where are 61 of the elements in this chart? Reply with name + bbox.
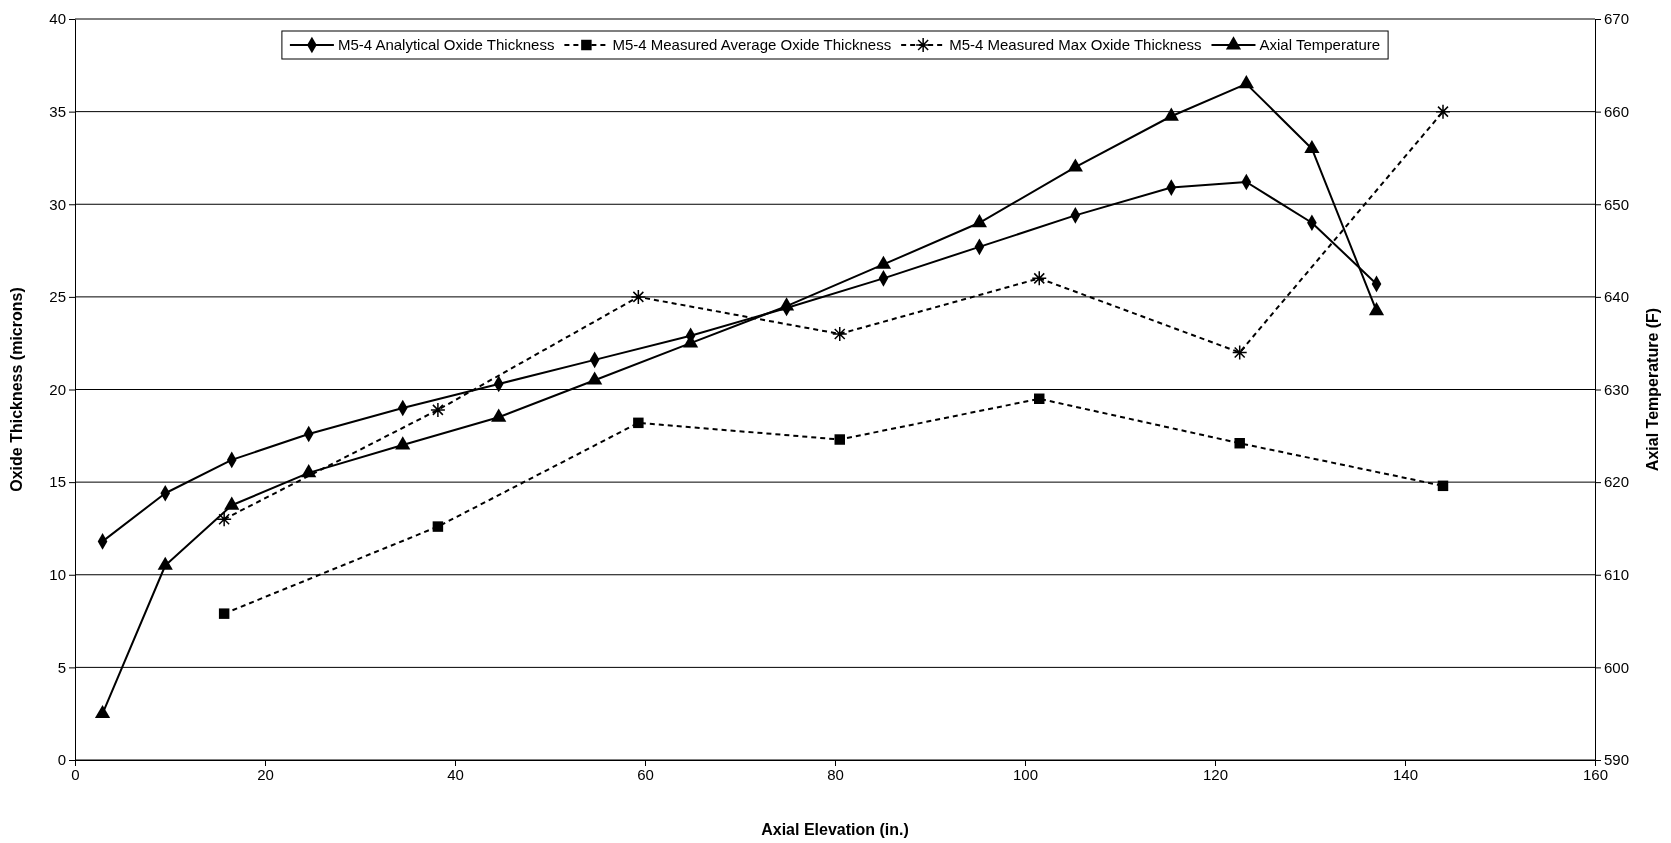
x-tick-label: 40	[447, 765, 464, 783]
legend-label: M5-4 Measured Max Oxide Thickness	[949, 36, 1202, 53]
y-tick-label: 15	[49, 473, 66, 491]
x-tick-label: 140	[1392, 765, 1419, 783]
x-tick-label: 80	[827, 765, 844, 783]
x-tick-label: 20	[257, 765, 274, 783]
legend-label: M5-4 Measured Average Oxide Thickness	[612, 36, 892, 53]
point	[157, 556, 173, 570]
y2-tick-label: 600	[1604, 658, 1630, 676]
y2-tick-label: 620	[1604, 473, 1630, 491]
point	[491, 408, 507, 422]
point	[875, 255, 892, 269]
x-tick-label: 0	[71, 765, 80, 783]
point	[1368, 301, 1385, 316]
y-tick-label: 25	[49, 288, 66, 306]
point	[630, 289, 647, 305]
point	[218, 608, 230, 619]
point	[430, 402, 446, 418]
point	[1234, 437, 1245, 449]
point	[778, 297, 795, 311]
point	[1304, 139, 1320, 154]
y2-tick-label: 650	[1604, 195, 1630, 213]
point	[1031, 270, 1047, 287]
y2-axis-title: Axial Temperature (F)	[1644, 307, 1661, 472]
y2-tick-label: 640	[1604, 288, 1630, 306]
point	[224, 496, 240, 510]
y-tick-label: 0	[57, 751, 66, 769]
y2-tick-label: 670	[1604, 10, 1630, 28]
x-axis-title: Axial Elevation (in.)	[761, 821, 909, 838]
point	[1435, 103, 1451, 120]
y2-tick-label: 610	[1604, 566, 1630, 584]
y-tick-label: 5	[57, 658, 66, 676]
point	[1238, 75, 1254, 89]
y-tick-label: 10	[49, 566, 66, 584]
point	[971, 214, 987, 228]
point	[432, 521, 444, 532]
y-tick-label: 20	[49, 380, 66, 398]
point	[633, 417, 644, 429]
point	[94, 704, 111, 719]
point	[1437, 480, 1449, 492]
legend-label: M5-4 Analytical Oxide Thickness	[337, 36, 555, 53]
point	[1163, 107, 1179, 121]
point	[587, 371, 603, 385]
y-tick-label: 30	[49, 195, 66, 213]
y-tick-label: 40	[49, 10, 66, 28]
x-tick-label: 120	[1202, 765, 1229, 783]
point	[832, 326, 848, 342]
y-axis-title: Oxide Thickness (microns)	[8, 287, 25, 492]
point	[1231, 344, 1248, 361]
y-tick-label: 35	[49, 102, 66, 120]
y2-tick-label: 660	[1604, 102, 1630, 120]
x-tick-label: 60	[637, 765, 654, 783]
point	[1034, 393, 1045, 405]
point	[216, 511, 232, 527]
point	[834, 434, 845, 445]
y2-tick-label: 630	[1604, 380, 1630, 398]
point	[301, 464, 317, 478]
point	[1067, 158, 1083, 172]
x-tick-label: 100	[1012, 765, 1039, 783]
point	[395, 436, 411, 450]
legend-label: Axial Temperature	[1259, 36, 1381, 53]
